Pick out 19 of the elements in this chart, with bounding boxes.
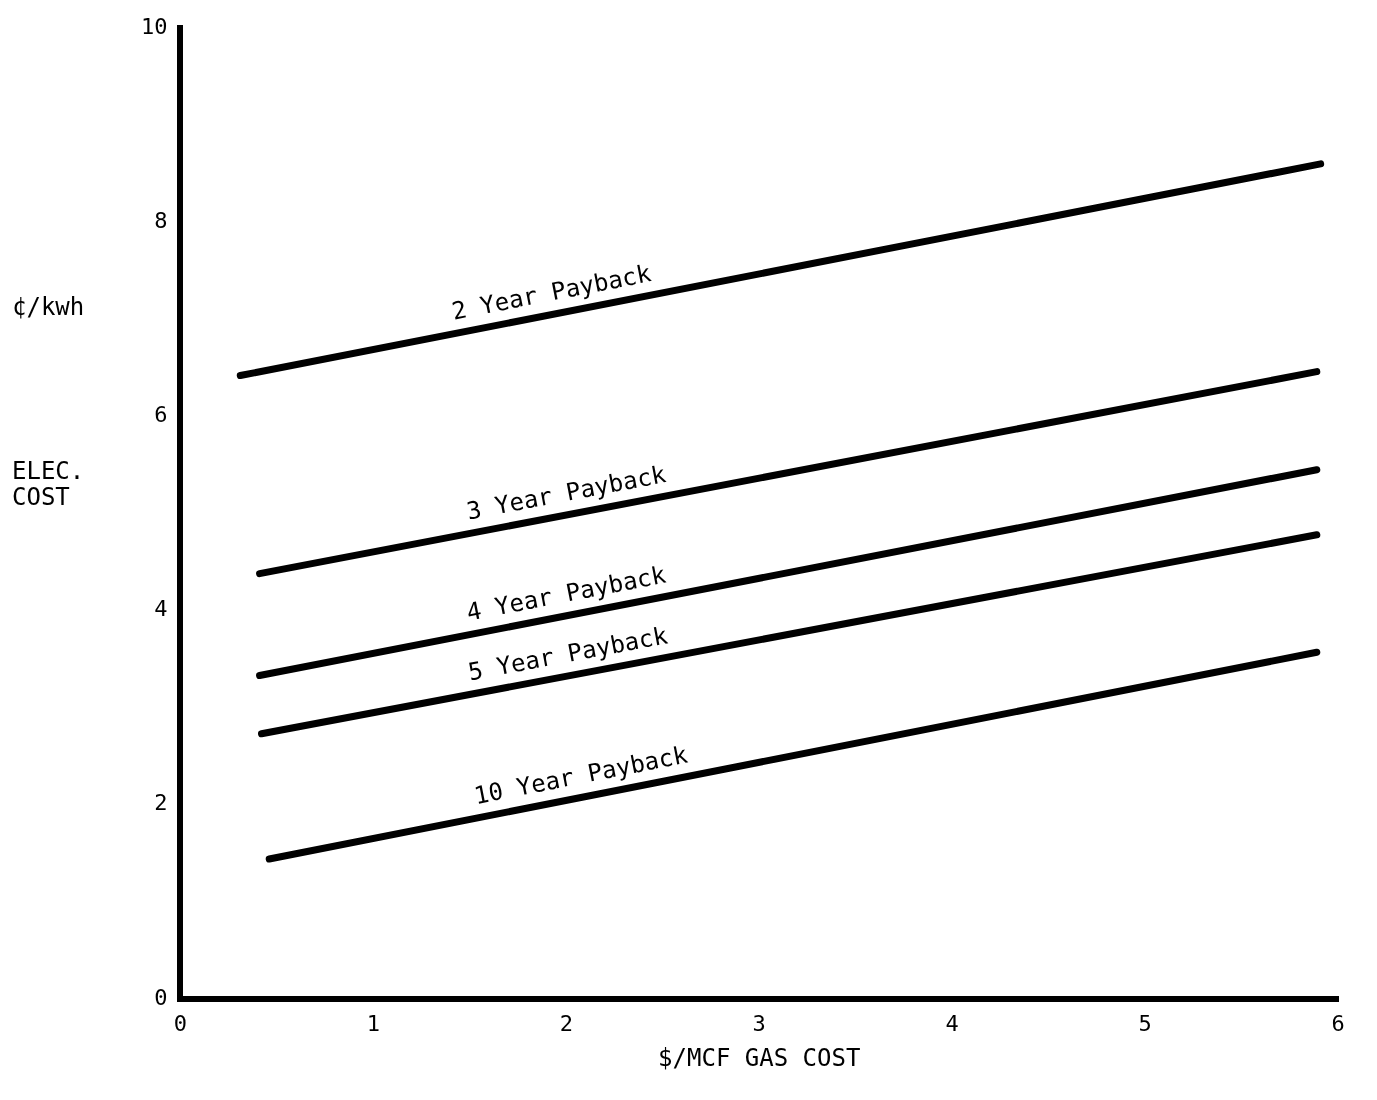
y-tick-label: 4 bbox=[154, 596, 168, 622]
x-tick-label: 5 bbox=[1138, 1010, 1152, 1036]
y-tick-label: 0 bbox=[154, 984, 168, 1010]
x-axis-title: $/MCF GAS COST bbox=[658, 1043, 861, 1072]
text: 2 Year Payback bbox=[449, 259, 654, 326]
x-tick-label: 0 bbox=[173, 1010, 188, 1036]
y-tick-label: 6 bbox=[154, 402, 168, 428]
x-tick-label: 1 bbox=[366, 1010, 381, 1036]
text: 3 Year Payback bbox=[464, 460, 669, 526]
y-tick-label: 2 bbox=[154, 790, 168, 816]
y-tick-label: 8 bbox=[154, 207, 168, 233]
y-axis-title: ¢/kwh bbox=[12, 293, 85, 321]
text: 10 Year Payback bbox=[471, 740, 691, 811]
text: ELEC. COST bbox=[12, 457, 86, 511]
x-tick-label: 2 bbox=[559, 1010, 573, 1036]
x-tick-label: 6 bbox=[1331, 1010, 1345, 1036]
x-tick-label: 4 bbox=[945, 1010, 959, 1036]
y-tick-label: 10 bbox=[140, 13, 168, 39]
x-tick-label: 3 bbox=[752, 1010, 766, 1036]
